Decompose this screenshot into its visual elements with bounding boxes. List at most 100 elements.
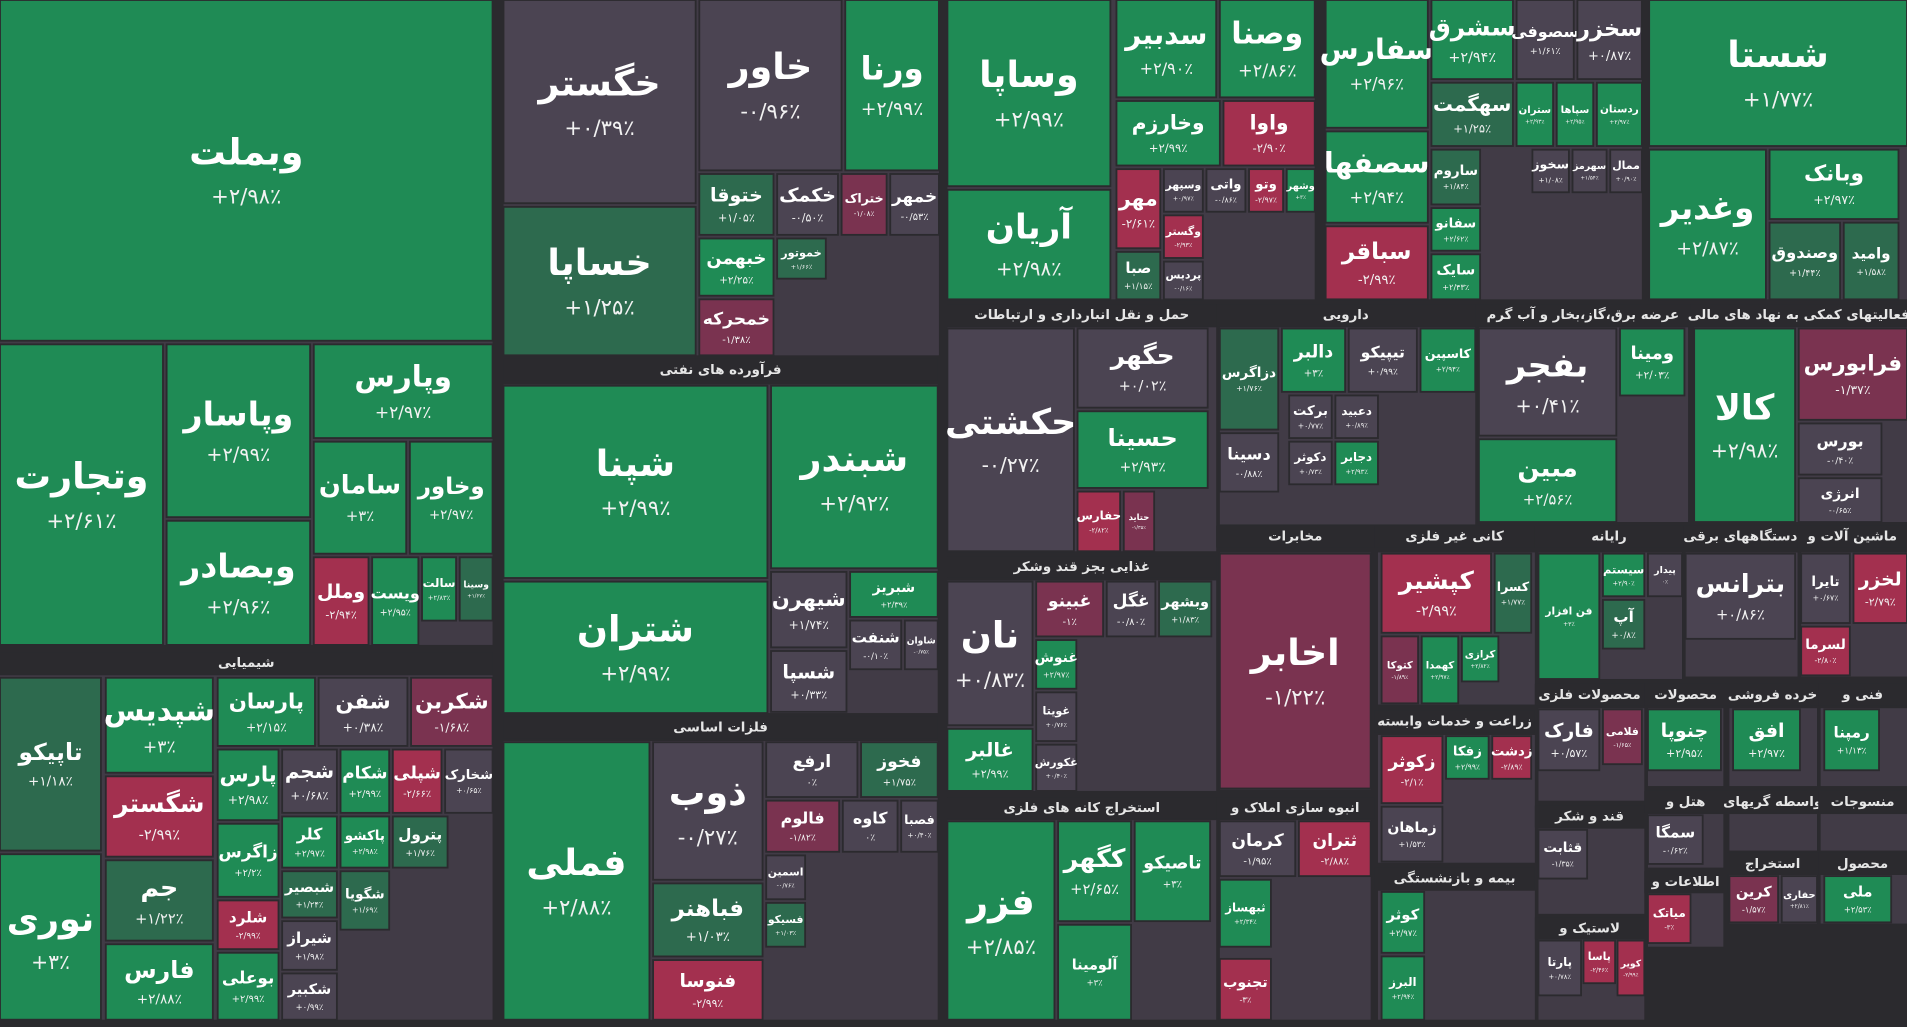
tile	[458, 556, 494, 622]
tile-change: +۰/۸۶٪	[1716, 606, 1765, 623]
tile	[216, 676, 316, 747]
tile-symbol: سامان	[319, 471, 401, 501]
tile-symbol: دسینا	[1227, 445, 1270, 464]
tile-symbol: وپارس	[354, 360, 451, 395]
tile	[1445, 735, 1490, 780]
tile	[281, 815, 338, 869]
tile	[1684, 552, 1797, 640]
tile	[1285, 168, 1316, 213]
tile-symbol: مبین	[1517, 454, 1578, 484]
sector-header-bg	[947, 556, 1217, 578]
tile-symbol: وسینا	[463, 580, 488, 590]
tile-change: +۱/۵۸٪	[1856, 268, 1886, 278]
tile-change: +۲/۹۸٪	[1711, 439, 1778, 463]
tile-symbol: شیراز	[286, 929, 332, 947]
tile	[1419, 327, 1477, 393]
tile-symbol: پارس	[219, 761, 276, 786]
tile-change: -۲/۹۹٪	[236, 932, 261, 942]
tile-symbol: وصندوق	[1772, 243, 1839, 263]
sector-header-bg	[1475, 304, 1691, 327]
tile-symbol: شپدیس	[104, 692, 216, 728]
tile-symbol: اسمین	[768, 865, 804, 878]
tile-symbol: وملل	[317, 581, 365, 603]
tile-change: +۲/۹۷٪	[1748, 747, 1785, 760]
tile	[0, 853, 102, 1021]
tile-change: +۱/۶۱٪	[1530, 46, 1561, 57]
tile	[1248, 168, 1285, 213]
tile	[1057, 923, 1132, 1021]
tile-symbol: حفارس	[1077, 509, 1121, 524]
tile	[946, 188, 1112, 301]
tile-change: +۲/۹۹٪	[206, 443, 270, 466]
tile-symbol: کالا	[1715, 387, 1775, 428]
tile-change: +۰/۹۷٪	[1173, 196, 1194, 203]
tile	[776, 237, 827, 280]
tile	[946, 727, 1034, 792]
tile-change: +۰/۶۵٪	[456, 786, 481, 795]
tile	[1035, 580, 1105, 638]
sector-header-bg	[1534, 525, 1684, 548]
tile	[1105, 580, 1157, 638]
tile	[281, 920, 338, 971]
tile-change: +۲/۹۹٪	[994, 106, 1064, 131]
tile-change: +۳٪	[1304, 368, 1324, 379]
tile-symbol: ختراک	[845, 190, 884, 205]
sector-header-bg	[1690, 304, 1907, 327]
sector-header: رایانه	[1591, 530, 1626, 545]
tile	[391, 815, 449, 869]
tile-change: +۱/۷۶٪	[1236, 384, 1262, 393]
tile-change: -۱/۸۹٪	[1392, 675, 1409, 681]
sector-header: قند و شکر	[1554, 809, 1624, 824]
tile-symbol: انرژی	[1821, 486, 1860, 502]
tile-symbol: وپاسار	[181, 394, 293, 434]
tile	[502, 0, 697, 205]
tile-change: +۲/۸۸٪	[541, 894, 611, 919]
tile-symbol: کوثر	[1386, 907, 1420, 924]
tile	[1576, 0, 1643, 81]
sector-header: استخراج	[1745, 857, 1800, 872]
tile	[841, 799, 899, 853]
sector-header: اطلاعات و	[1651, 875, 1720, 890]
tile-change: +۲/۱۵٪	[246, 720, 287, 734]
tile-symbol: ثبهساز	[1224, 900, 1265, 915]
tile	[502, 741, 651, 1021]
tile	[1648, 0, 1907, 147]
tile	[391, 748, 443, 814]
tile-symbol: ردستان	[1600, 104, 1639, 116]
sector-header-bg	[1797, 525, 1907, 548]
tile-symbol: شفن	[335, 689, 390, 714]
tile-change: +۲/۹۹٪	[349, 789, 382, 800]
tile-symbol: رمپنا	[1834, 723, 1870, 742]
tile	[1430, 148, 1482, 206]
tile-change: -۱/۶۸٪	[434, 720, 469, 734]
tile	[1324, 225, 1429, 301]
tile-symbol: سدبیر	[1123, 18, 1207, 51]
tile	[1555, 81, 1595, 147]
tile	[421, 556, 457, 622]
tile-change: -۲/۹۹٪	[139, 826, 180, 843]
tile	[1334, 440, 1379, 486]
tile-symbol: بفجر	[1505, 346, 1589, 386]
tile	[1619, 327, 1686, 397]
tile-symbol: ساروم	[1434, 163, 1478, 179]
tile-symbol: ورنا	[860, 50, 923, 88]
tile-change: +۲/۶۵٪	[1070, 881, 1119, 898]
sector-area	[1820, 814, 1907, 851]
tile	[652, 741, 764, 881]
tile-change: +۲/۸۶٪	[1238, 61, 1297, 81]
tile-change: +۱/۱۵٪	[1124, 282, 1153, 292]
tile-change: ۰٪	[865, 833, 875, 844]
tile-change: +۱/۴۴٪	[1789, 268, 1820, 279]
tile-symbol: وسپهر	[1165, 179, 1202, 192]
tile	[1115, 168, 1162, 250]
tile	[1430, 207, 1482, 252]
tile-change: +۲/۹۷٪	[1813, 192, 1855, 207]
tile	[844, 0, 940, 172]
tile	[652, 882, 764, 958]
tile-change: +۰/۹۰٪	[1616, 176, 1637, 183]
tile-change: -۲/۶۱٪	[1122, 216, 1156, 230]
tile	[1218, 552, 1372, 790]
tile-change: +۲/۳۴٪	[1234, 918, 1257, 926]
tile-change: +۳٪	[1163, 879, 1182, 890]
tile-change: -۱/۲۲٪	[1265, 684, 1325, 709]
